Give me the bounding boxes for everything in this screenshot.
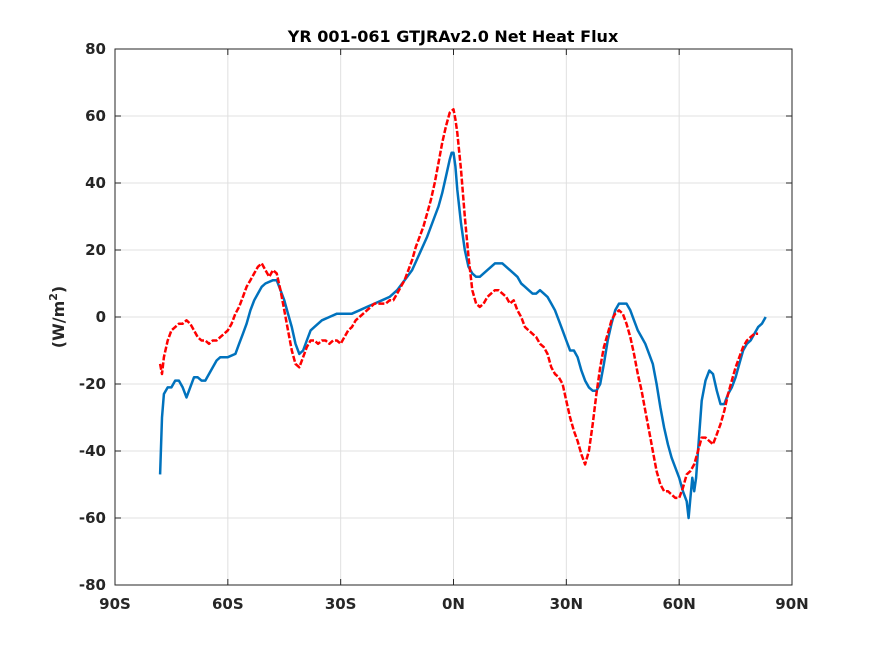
series-line-1 (158, 151, 767, 520)
y-tick-label: -60 (79, 509, 106, 527)
x-tick-label: 0N (442, 595, 465, 613)
y-axis-label-close: ) (49, 286, 68, 293)
y-tick-label: 40 (85, 174, 106, 192)
y-tick-label: 20 (85, 241, 106, 259)
x-tick-labels: 90S 60S 30S 0N 30N 60N 90N (99, 595, 809, 613)
y-tick-label: -80 (79, 576, 106, 594)
y-tick-label: 60 (85, 107, 106, 125)
plot-area (114, 48, 793, 586)
series-line-2 (158, 108, 759, 500)
x-tick-label: 90N (775, 595, 808, 613)
x-tick-label: 30N (550, 595, 583, 613)
y-axis-label: (W/m2) (47, 286, 68, 348)
axis-ticks (114, 48, 793, 586)
y-axis-label-main: (W/m (49, 301, 68, 348)
y-tick-label: -20 (79, 375, 106, 393)
x-tick-label: 90S (99, 595, 131, 613)
x-tick-label: 60N (662, 595, 695, 613)
y-tick-labels: -80 -60 -40 -20 0 20 40 60 80 (79, 40, 106, 594)
y-tick-label: 80 (85, 40, 106, 58)
y-axis-label-superscript: 2 (47, 293, 60, 301)
chart-title: YR 001-061 GTJRAv2.0 Net Heat Flux (287, 27, 619, 46)
y-tick-label: 0 (96, 308, 106, 326)
x-tick-label: 30S (325, 595, 357, 613)
y-tick-label: -40 (79, 442, 106, 460)
series-layer (158, 108, 767, 520)
x-tick-label: 60S (212, 595, 244, 613)
